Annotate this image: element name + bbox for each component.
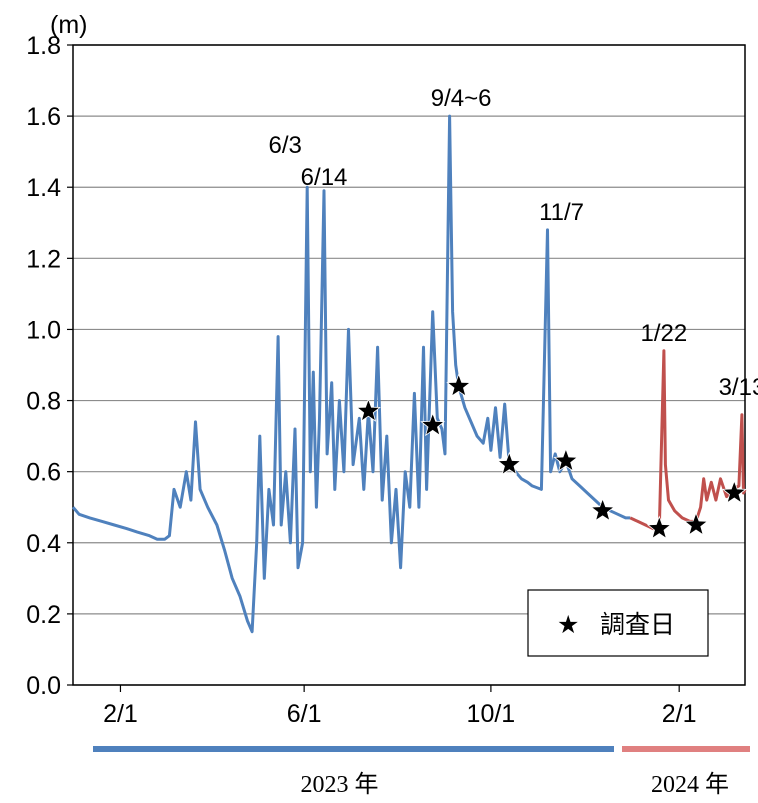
- year-bar: [622, 746, 750, 752]
- survey-star: [446, 373, 472, 397]
- x-axis-ticks: 2/1 6/1 10/1 2/1: [103, 685, 697, 728]
- peak-annotations: 6/3 6/14 9/4~6 11/7 1/22 3/13: [269, 85, 758, 401]
- y-tick-label: 0.4: [26, 530, 61, 558]
- y-tick-label: 1.8: [26, 32, 61, 60]
- survey-star: [683, 511, 709, 536]
- survey-star: [721, 479, 747, 504]
- year-label: 2024 年: [651, 771, 729, 798]
- survey-day-markers: [355, 373, 747, 540]
- y-tick-label: 0.8: [26, 388, 61, 416]
- y-axis-label: (m): [50, 11, 87, 39]
- survey-star: [590, 497, 616, 522]
- annotation-label: 1/22: [641, 320, 688, 347]
- annotation-label: 3/13: [719, 374, 758, 401]
- legend-box: [527, 589, 709, 657]
- y-axis-ticks: 0.0 0.2 0.4 0.6 0.8 1.0 1.2 1.4 1.6 1.8: [26, 32, 73, 700]
- year-label: 2023 年: [301, 771, 379, 798]
- legend-star-icon: ★: [557, 610, 579, 639]
- annotation-label: 11/7: [539, 199, 584, 226]
- y-tick-label: 0.0: [26, 672, 61, 700]
- y-tick-label: 1.2: [26, 245, 61, 273]
- series-lines: [71, 114, 747, 634]
- year-bar: [93, 746, 614, 752]
- legend: ★ 調査日: [527, 589, 709, 657]
- survey-star: [553, 447, 579, 472]
- survey-star: [420, 412, 446, 437]
- survey-star: [646, 515, 672, 540]
- plot-area: [72, 44, 746, 686]
- x-tick-label: 6/1: [287, 700, 322, 728]
- y-tick-label: 0.2: [26, 601, 61, 629]
- y-tick-label: 1.4: [26, 174, 61, 202]
- y-tick-label: 1.0: [26, 316, 61, 344]
- y-tick-label: 1.6: [26, 103, 61, 131]
- year-bars: 2023 年 2024 年: [93, 746, 750, 798]
- annotation-label: 6/3: [269, 132, 302, 159]
- survey-star: [496, 451, 522, 476]
- x-tick-label: 2/1: [662, 700, 697, 728]
- y-tick-label: 0.6: [26, 459, 61, 487]
- x-tick-label: 2/1: [103, 700, 138, 728]
- gridlines: [73, 44, 745, 686]
- series-line-1: [71, 114, 631, 634]
- annotation-label: 9/4~6: [431, 85, 492, 112]
- survey-star: [355, 398, 381, 422]
- annotation-label: 6/14: [301, 164, 348, 191]
- legend-label: 調査日: [600, 610, 675, 639]
- x-tick-label: 10/1: [467, 700, 516, 728]
